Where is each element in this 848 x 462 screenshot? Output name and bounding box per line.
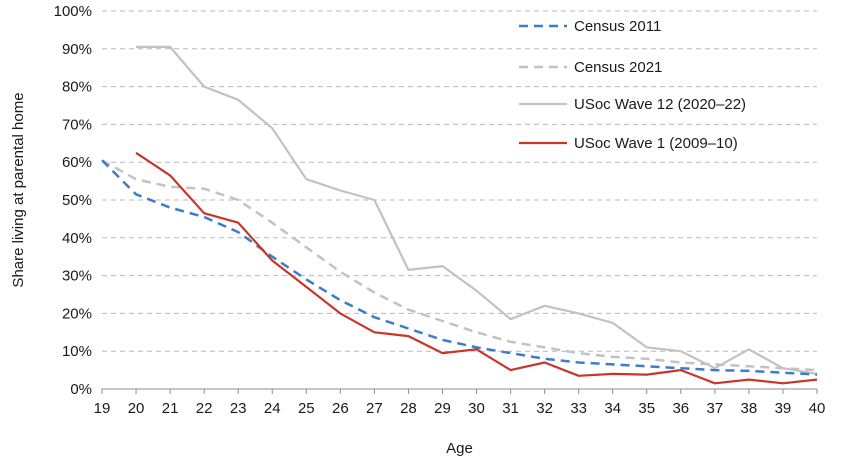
series-line-usoc-wave-12 xyxy=(136,45,818,375)
y-tick-label: 50% xyxy=(62,192,92,209)
x-tick-label: 22 xyxy=(196,400,213,417)
y-tick-label: 90% xyxy=(62,41,92,58)
y-tick-label: 60% xyxy=(62,154,92,171)
legend: Census 2011 Census 2021 USoc Wave 12 (2020… xyxy=(519,18,746,152)
x-axis-ticks: 19 20 21 22 23 24 25 26 27 28 29 30 31 32 33 34 35 36 37 38… xyxy=(94,389,826,417)
x-tick-label: 38 xyxy=(741,400,758,417)
x-tick-label: 19 xyxy=(94,400,111,417)
x-tick-label: 24 xyxy=(264,400,281,417)
y-tick-label: 0% xyxy=(70,381,92,398)
x-tick-label: 39 xyxy=(775,400,792,417)
series-line-census-2011 xyxy=(101,159,818,376)
y-tick-label: 40% xyxy=(62,230,92,247)
x-tick-label: 34 xyxy=(604,400,621,417)
series-line-usoc-wave-1 xyxy=(135,151,818,385)
legend-label-census-2021: Census 2021 xyxy=(574,59,662,76)
x-tick-label: 31 xyxy=(502,400,519,417)
legend-label-usoc-wave-12: USoc Wave 12 (2020–22) xyxy=(574,96,746,113)
x-tick-label: 27 xyxy=(366,400,383,417)
y-tick-label: 30% xyxy=(62,268,92,285)
x-tick-label: 29 xyxy=(434,400,451,417)
y-tick-label: 70% xyxy=(62,116,92,133)
x-tick-label: 30 xyxy=(468,400,485,417)
x-tick-label: 32 xyxy=(536,400,553,417)
y-tick-label: 20% xyxy=(62,305,92,322)
x-tick-label: 33 xyxy=(570,400,587,417)
x-tick-label: 37 xyxy=(707,400,724,417)
legend-label-census-2011: Census 2011 xyxy=(574,18,661,35)
x-tick-label: 20 xyxy=(128,400,145,417)
y-tick-label: 10% xyxy=(62,343,92,360)
y-axis-title: Share living at parental home xyxy=(10,92,27,287)
x-tick-label: 40 xyxy=(809,400,826,417)
x-tick-label: 23 xyxy=(230,400,247,417)
x-tick-label: 28 xyxy=(400,400,417,417)
legend-label-usoc-wave-1: USoc Wave 1 (2009–10) xyxy=(574,135,738,152)
y-tick-label: 100% xyxy=(54,3,92,20)
y-axis-ticks: 0% 10% 20% 30% 40% 50% 60% 70% 80% 90% 100% xyxy=(54,3,92,398)
series-line-census-2021 xyxy=(101,159,818,372)
x-axis-title: Age xyxy=(446,440,473,457)
grid-lines xyxy=(102,10,817,352)
series-lines xyxy=(101,45,818,385)
x-tick-label: 25 xyxy=(298,400,315,417)
x-tick-label: 35 xyxy=(638,400,655,417)
x-tick-label: 36 xyxy=(672,400,689,417)
x-tick-label: 26 xyxy=(332,400,349,417)
x-tick-label: 21 xyxy=(162,400,179,417)
y-tick-label: 80% xyxy=(62,79,92,96)
